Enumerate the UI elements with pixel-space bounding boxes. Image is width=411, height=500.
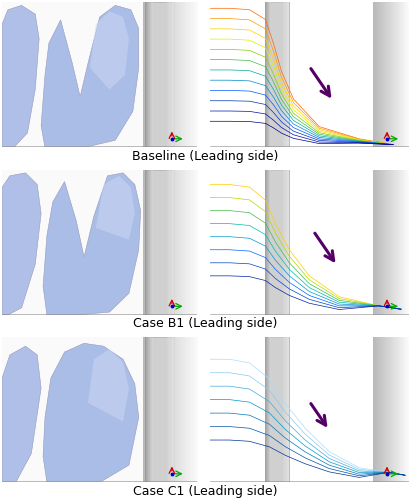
Bar [145, 170, 174, 315]
Bar [266, 338, 289, 482]
Bar [266, 170, 289, 315]
Text: Case C1 (Leading side): Case C1 (Leading side) [133, 485, 278, 498]
Polygon shape [90, 11, 129, 90]
Polygon shape [96, 176, 135, 240]
Polygon shape [43, 344, 139, 482]
Text: Case B1 (Leading side): Case B1 (Leading side) [133, 318, 278, 330]
Polygon shape [2, 173, 41, 315]
Text: Baseline (Leading side): Baseline (Leading side) [132, 150, 279, 163]
Polygon shape [2, 346, 41, 482]
Polygon shape [43, 173, 141, 315]
Polygon shape [88, 349, 129, 422]
Bar [266, 2, 289, 148]
Bar [145, 338, 174, 482]
Polygon shape [2, 6, 39, 148]
Bar [145, 2, 174, 148]
Polygon shape [41, 6, 139, 148]
